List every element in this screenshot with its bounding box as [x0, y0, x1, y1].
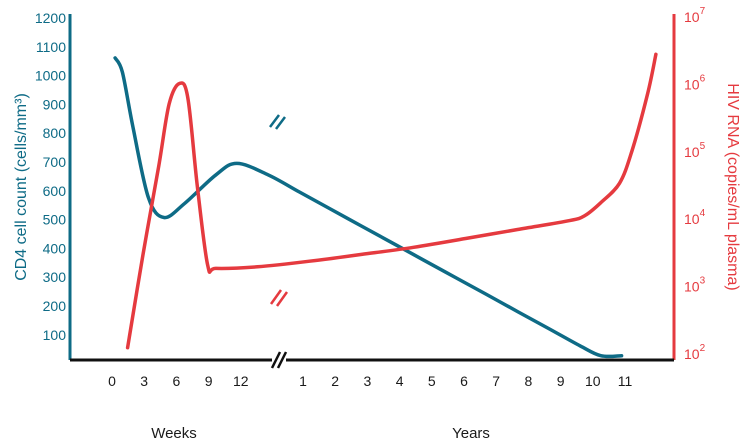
right-tick-label: 103	[684, 276, 706, 295]
x-tick-label: 4	[396, 373, 404, 389]
right-tick-label: 106	[684, 73, 706, 92]
x-tick-label: 2	[331, 373, 339, 389]
x-tick-label: 9	[557, 373, 565, 389]
right-tick-label: 104	[684, 208, 706, 227]
x-tick-label: 7	[492, 373, 500, 389]
x-tick-label: 10	[585, 373, 601, 389]
x-tick-label: 1	[299, 373, 307, 389]
x-tick-label: 8	[525, 373, 533, 389]
x-tick-label: 9	[205, 373, 213, 389]
x-tick-label: 11	[618, 373, 633, 389]
left-tick-label: 700	[43, 154, 67, 170]
left-tick-label: 600	[43, 183, 67, 199]
x-tick-label: 6	[173, 373, 181, 389]
x-axis-ticks: 0 3 6 9 12 1 2 3 4 5 6 7 8 9 10 11	[108, 373, 632, 389]
cd4-series-break	[269, 114, 286, 130]
right-tick-label: 107	[684, 6, 706, 25]
left-axis-title: CD4 cell count (cells/mm³)	[13, 93, 30, 281]
hiv-rna-series-line	[125, 52, 658, 350]
left-tick-label: 100	[43, 327, 67, 343]
x-axis-break	[270, 351, 288, 369]
left-tick-label: 900	[43, 96, 67, 112]
left-tick-label: 500	[43, 212, 67, 228]
x-tick-label: 12	[233, 373, 249, 389]
years-group-label: Years	[452, 425, 490, 442]
left-tick-label: 800	[43, 125, 67, 141]
left-tick-label: 1100	[36, 39, 66, 55]
weeks-group-label: Weeks	[151, 425, 197, 442]
x-tick-label: 0	[108, 373, 116, 389]
left-tick-label: 1200	[35, 10, 66, 26]
right-tick-label: 102	[684, 343, 706, 362]
right-tick-label: 105	[684, 141, 706, 160]
x-tick-label: 3	[140, 373, 148, 389]
right-axis-title: HIV RNA (copies/mL plasma)	[724, 83, 741, 290]
left-tick-label: 1000	[35, 68, 66, 84]
left-tick-label: 400	[43, 240, 67, 256]
left-axis-ticks: 1200 1100 1000 900 800 700 600 500 400 300 200 100	[35, 10, 66, 343]
left-tick-label: 300	[43, 269, 67, 285]
cd4-series-line	[113, 56, 624, 359]
right-axis-ticks: 107 106 105 104 103 102	[684, 6, 706, 362]
x-tick-label: 3	[364, 373, 372, 389]
x-tick-label: 6	[460, 373, 468, 389]
hiv-series-break	[269, 289, 289, 307]
x-tick-label: 5	[428, 373, 436, 389]
left-tick-label: 200	[43, 298, 67, 314]
